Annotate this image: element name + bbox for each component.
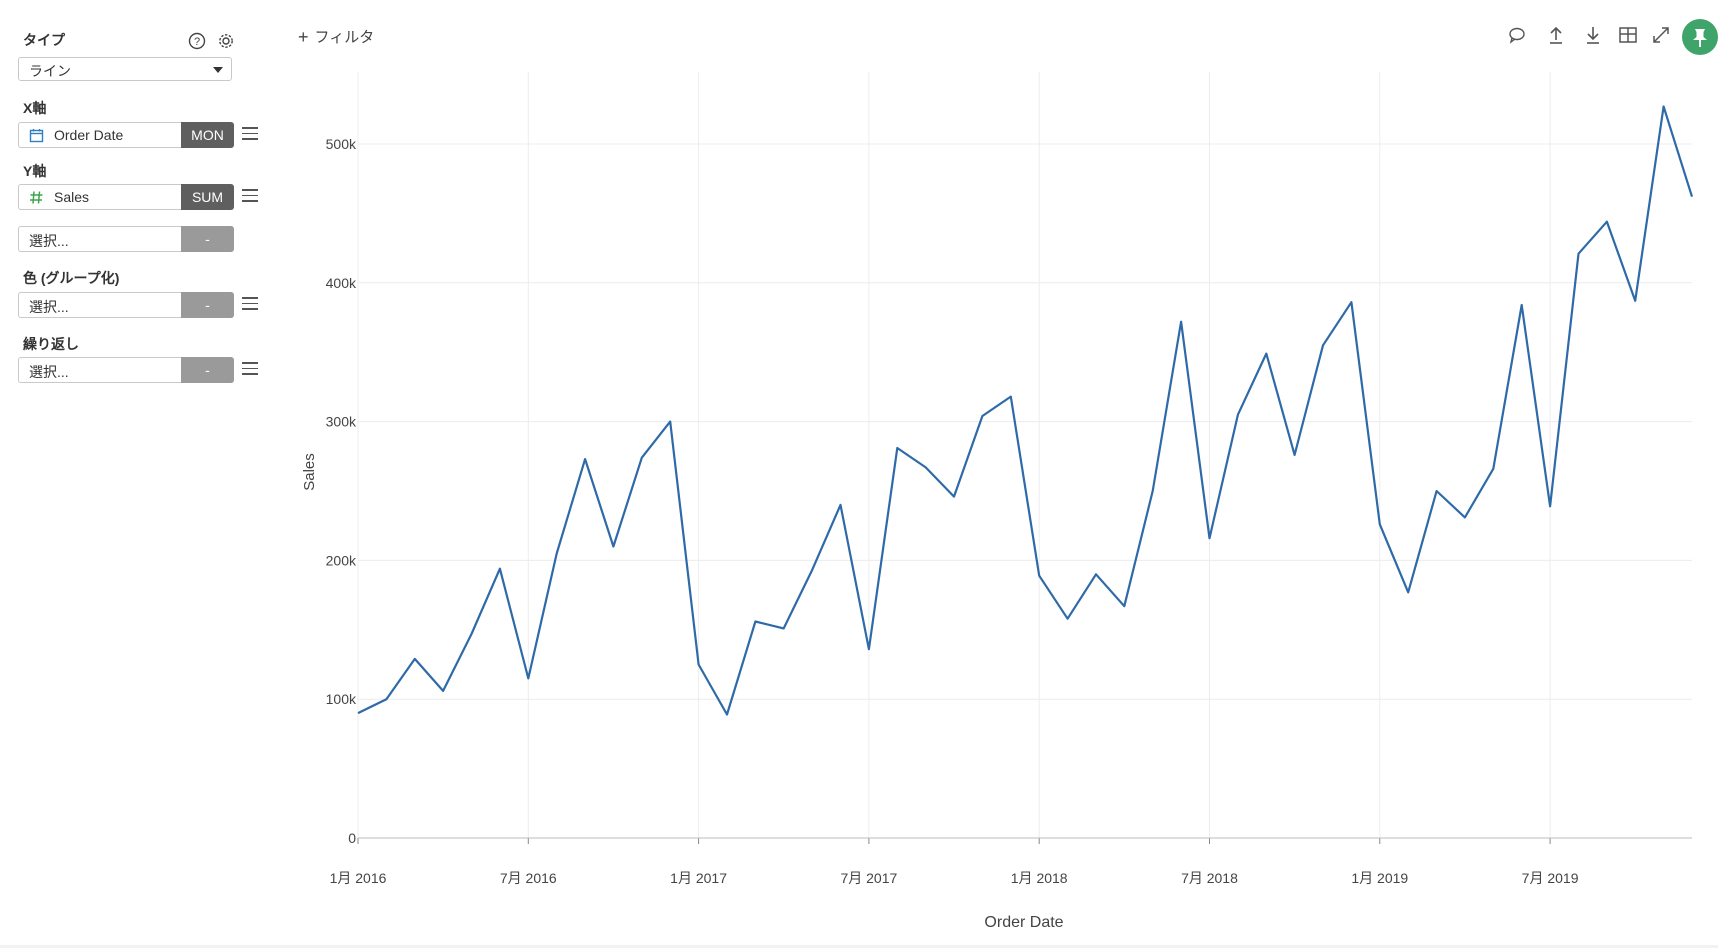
repeat-field-box[interactable]: 選択... [18,357,181,383]
bottom-divider [0,945,1718,948]
y-axis-second-placeholder: 選択... [29,233,69,249]
y-axis-field-box[interactable]: Sales [18,184,181,210]
comment-icon[interactable] [1506,24,1528,46]
download-icon[interactable] [1582,24,1604,46]
plus-icon: + [298,27,309,47]
y-axis-field[interactable]: Sales SUM [18,184,234,210]
color-group-aggregation-button[interactable]: - [181,292,234,318]
color-group-label: 色 (グループ化) [23,270,120,286]
y-axis-ticks: 0 100k 200k 300k 400k 500k [326,136,357,846]
x-tick-label: 7月 2016 [500,870,557,886]
pin-icon [1693,29,1707,47]
y-tick-label: 500k [326,136,357,152]
x-tick-label: 1月 2016 [330,870,387,886]
add-filter-label: フィルタ [314,29,375,46]
type-label: タイプ [23,32,65,48]
color-group-field-box[interactable]: 選択... [18,292,181,318]
y-tick-label: 400k [326,275,357,291]
color-group-field[interactable]: 選択... - [18,292,234,318]
x-tick-label: 1月 2019 [1351,870,1408,886]
y-tick-label: 300k [326,414,357,430]
x-axis-aggregation-button[interactable]: MON [181,122,234,148]
x-axis-field-box[interactable]: Order Date [18,122,181,148]
gear-icon[interactable] [217,32,235,50]
repeat-placeholder: 選択... [29,364,69,380]
y-axis-label: Y軸 [23,163,47,179]
y-axis-second-field[interactable]: 選択... - [18,226,234,252]
hash-icon [30,191,43,204]
chart-config-sidebar: タイプ ? ライン X軸 Order Date MON Y軸 [0,0,280,948]
y-axis-aggregation-button[interactable]: SUM [181,184,234,210]
x-axis-field[interactable]: Order Date MON [18,122,234,148]
series-line-sales [357,105,1694,716]
add-filter-button[interactable]: + フィルタ [298,26,374,47]
x-tick-label: 7月 2018 [1181,870,1238,886]
svg-text:?: ? [194,36,200,48]
chart-type-select[interactable]: ライン [18,57,232,81]
y-axis-field-name: Sales [54,189,90,205]
y-axis-menu-icon[interactable] [242,189,258,203]
x-tick-label: 1月 2017 [670,870,727,886]
calendar-icon [29,129,44,143]
gridlines [357,72,1692,838]
x-axis-field-name: Order Date [54,127,124,143]
y-axis-second-aggregation-button[interactable]: - [181,226,234,252]
repeat-aggregation-button[interactable]: - [181,357,234,383]
repeat-field[interactable]: 選択... - [18,357,234,383]
x-axis-menu-icon[interactable] [242,127,258,141]
pin-button[interactable] [1682,19,1718,55]
y-tick-label: 0 [348,830,356,846]
repeat-menu-icon[interactable] [242,362,258,376]
x-axis-title: Order Date [984,914,1063,931]
x-axis-label: X軸 [23,100,47,116]
expand-icon[interactable] [1650,24,1672,46]
x-tick-label: 7月 2017 [840,870,897,886]
color-group-menu-icon[interactable] [242,297,258,311]
table-icon[interactable] [1617,24,1639,46]
color-group-placeholder: 選択... [29,299,69,315]
chevron-down-icon [213,67,223,73]
x-tick-label: 1月 2018 [1011,870,1068,886]
y-axis-second-field-box[interactable]: 選択... [18,226,181,252]
y-tick-label: 200k [326,552,357,568]
y-axis-title: Sales [301,453,318,491]
x-axis-ticks: 1月 2016 7月 2016 1月 2017 7月 2017 1月 2018 7月 20… [330,838,1579,886]
repeat-label: 繰り返し [23,336,79,352]
help-icon[interactable]: ? [188,32,206,50]
y-tick-label: 100k [326,691,357,707]
x-tick-label: 7月 2019 [1522,870,1579,886]
chart-type-value: ライン [29,63,71,79]
upload-icon[interactable] [1545,24,1567,46]
